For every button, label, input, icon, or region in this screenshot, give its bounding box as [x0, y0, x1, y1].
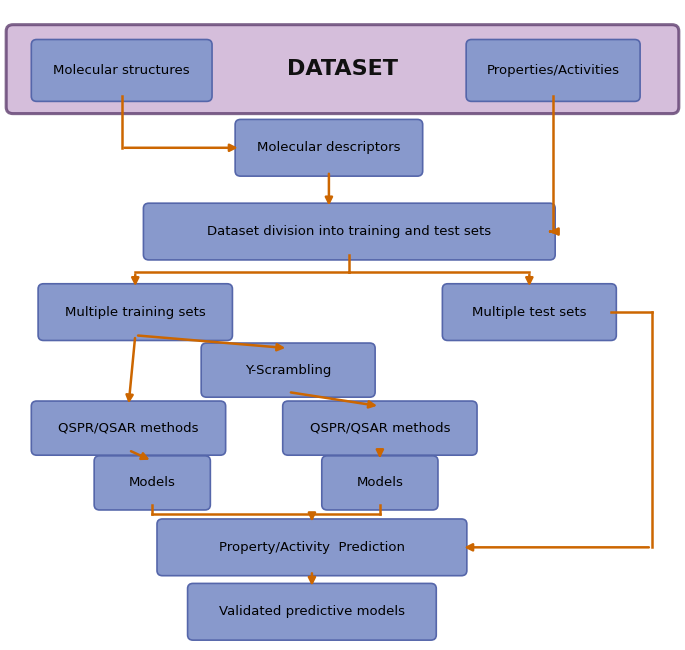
FancyBboxPatch shape: [157, 519, 467, 576]
Text: Y-Scrambling: Y-Scrambling: [245, 363, 332, 376]
Text: Validated predictive models: Validated predictive models: [219, 605, 405, 618]
Text: QSPR/QSAR methods: QSPR/QSAR methods: [58, 422, 199, 435]
FancyBboxPatch shape: [235, 120, 423, 176]
Text: Multiple training sets: Multiple training sets: [65, 306, 206, 318]
FancyBboxPatch shape: [32, 40, 212, 101]
FancyBboxPatch shape: [188, 584, 436, 640]
FancyBboxPatch shape: [201, 343, 375, 397]
Text: Models: Models: [129, 476, 175, 489]
Text: Molecular structures: Molecular structures: [53, 64, 190, 77]
Text: Property/Activity  Prediction: Property/Activity Prediction: [219, 541, 405, 554]
Text: Dataset division into training and test sets: Dataset division into training and test …: [208, 225, 491, 238]
Text: Models: Models: [356, 476, 403, 489]
Text: Properties/Activities: Properties/Activities: [486, 64, 620, 77]
FancyBboxPatch shape: [322, 456, 438, 510]
FancyBboxPatch shape: [38, 284, 232, 341]
FancyBboxPatch shape: [94, 456, 210, 510]
FancyBboxPatch shape: [283, 401, 477, 455]
Text: Multiple test sets: Multiple test sets: [472, 306, 586, 318]
FancyBboxPatch shape: [143, 203, 555, 260]
FancyBboxPatch shape: [32, 401, 225, 455]
Text: Molecular descriptors: Molecular descriptors: [257, 141, 401, 154]
FancyBboxPatch shape: [6, 25, 679, 114]
Text: DATASET: DATASET: [287, 59, 398, 79]
FancyBboxPatch shape: [443, 284, 616, 341]
FancyBboxPatch shape: [466, 40, 640, 101]
Text: QSPR/QSAR methods: QSPR/QSAR methods: [310, 422, 450, 435]
